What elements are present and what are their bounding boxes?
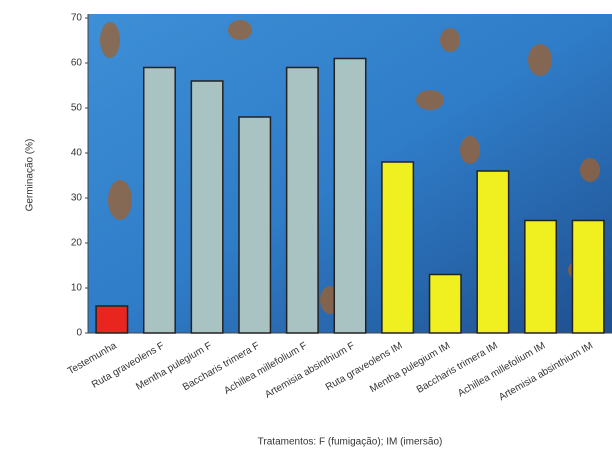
bar <box>287 68 318 334</box>
y-tick-label: 20 <box>71 238 83 249</box>
chart: Germinação (%) Tratamentos: F (fumigação… <box>0 0 612 459</box>
y-tick-label: 70 <box>71 13 83 24</box>
bar <box>144 68 175 334</box>
bar <box>239 117 270 333</box>
y-axis-label: Germinação (%) <box>25 139 36 212</box>
x-axis-label: Tratamentos: F (fumigação); IM (imersão) <box>258 437 443 448</box>
y-tick-label: 10 <box>71 283 83 294</box>
x-tick-label: Achillea millefolium F <box>222 340 309 396</box>
bar <box>96 306 127 333</box>
y-tick-label: 60 <box>71 58 83 69</box>
y-tick-label: 30 <box>71 193 83 204</box>
bar <box>572 221 603 334</box>
x-tick-label: Mentha pulegium IM <box>368 340 452 395</box>
y-tick-label: 50 <box>71 103 83 114</box>
bar <box>430 275 461 334</box>
y-tick-label: 0 <box>76 328 82 339</box>
x-tick-label: Baccharis trimera IM <box>415 340 500 395</box>
bar <box>191 81 222 333</box>
bar <box>334 59 365 334</box>
bar <box>382 162 413 333</box>
x-tick-label: Artemisia absinthium F <box>263 340 357 400</box>
bar <box>525 221 556 334</box>
y-tick-label: 40 <box>71 148 83 159</box>
bar <box>477 171 508 333</box>
